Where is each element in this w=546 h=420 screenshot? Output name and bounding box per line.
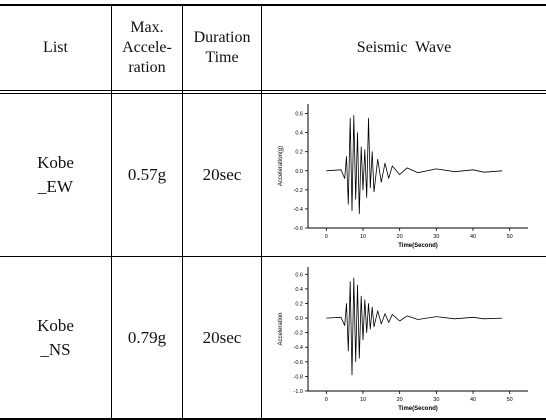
seismic-wave-plot-1: 0.6 0.4 0.2 0.0 -0.2 -0.4 -0.6 0 10 20 30 40 50 Time(… bbox=[278, 104, 528, 249]
row-1-max-accel-value: 0.57g bbox=[127, 165, 167, 184]
table-bottom-rule bbox=[0, 418, 546, 420]
row-2-max-acceleration: 0.79g bbox=[112, 257, 182, 418]
y-tick-label: 0.6 bbox=[295, 112, 303, 118]
header-seismic-wave-label: Seismic Wave bbox=[356, 39, 452, 56]
y-tick-label: -1.0 bbox=[294, 389, 303, 395]
header-duration-line-2: Time bbox=[205, 49, 239, 66]
y-tick-label: -0.2 bbox=[294, 331, 303, 337]
header-rule-1 bbox=[0, 90, 546, 91]
y-tick-label: -0.6 bbox=[294, 360, 303, 366]
y-tick-label: 0.2 bbox=[295, 150, 303, 156]
x-tick-label: 10 bbox=[360, 397, 366, 403]
x-tick-label: 40 bbox=[470, 397, 476, 403]
row-2-max-accel-value: 0.79g bbox=[127, 327, 167, 347]
header-seismic-wave: Seismic Wave bbox=[262, 6, 546, 90]
x-tick-label: 20 bbox=[397, 397, 403, 403]
y-tick-label: -0.4 bbox=[294, 207, 303, 213]
acceleration-series-line bbox=[326, 277, 503, 376]
header-max-acceleration: Max. Accele- ration bbox=[112, 6, 182, 90]
row-2-name-line-2: _NS bbox=[40, 339, 71, 359]
x-tick-label: 30 bbox=[433, 234, 439, 240]
y-tick-label: 0.4 bbox=[295, 131, 303, 137]
x-tick-label: 0 bbox=[325, 234, 328, 240]
col-divider-3 bbox=[261, 5, 262, 420]
y-tick-label: -0.2 bbox=[294, 188, 303, 194]
y-tick-label: 0.0 bbox=[295, 169, 303, 175]
row-1-duration-value: 20sec bbox=[202, 165, 242, 184]
x-tick-label: 50 bbox=[507, 234, 513, 240]
header-max-accel-line-3: ration bbox=[128, 59, 166, 76]
header-list-label: List bbox=[43, 39, 68, 56]
row-divider bbox=[0, 256, 546, 257]
x-tick-label: 10 bbox=[360, 234, 366, 240]
row-1-name-line-2: _EW bbox=[38, 177, 73, 196]
y-tick-label: -0.6 bbox=[294, 226, 303, 232]
y-tick-label: 0.2 bbox=[295, 301, 303, 307]
y-tick-label: 0.0 bbox=[295, 316, 303, 322]
row-2-duration: 20sec bbox=[183, 257, 261, 418]
row-2-seismic-wave-chart: 0.6 0.4 0.2 0.0 -0.2 -0.4 -0.6 -0.8 -1.0 0 10 20 30 4… bbox=[270, 261, 540, 416]
table-top-rule bbox=[0, 4, 546, 6]
row-1-duration: 20sec bbox=[183, 94, 261, 256]
row-2-name: Kobe _NS bbox=[0, 257, 111, 418]
header-duration-time: Duration Time bbox=[183, 6, 261, 90]
x-tick-label: 20 bbox=[397, 234, 403, 240]
y-axis-label: Acceleration(g) bbox=[278, 146, 284, 186]
header-max-accel-line-2: Accele- bbox=[122, 39, 172, 56]
header-rule-2 bbox=[0, 93, 546, 94]
y-tick-label: -0.8 bbox=[294, 374, 303, 380]
x-axis-label: Time(Second) bbox=[398, 406, 438, 412]
y-tick-label: -0.4 bbox=[294, 345, 303, 351]
header-duration-line-1: Duration bbox=[193, 29, 251, 46]
x-tick-label: 0 bbox=[325, 397, 328, 403]
row-2-duration-value: 20sec bbox=[202, 327, 242, 347]
row-1-max-acceleration: 0.57g bbox=[112, 94, 182, 256]
row-1-seismic-wave-chart: 0.6 0.4 0.2 0.0 -0.2 -0.4 -0.6 0 10 20 30 40 50 Time(… bbox=[270, 98, 540, 254]
x-axis-label: Time(Second) bbox=[398, 243, 438, 249]
row-1-name-line-1: Kobe bbox=[37, 153, 74, 172]
acceleration-series-line bbox=[326, 114, 503, 215]
header-list: List bbox=[0, 6, 111, 90]
row-2-name-line-1: Kobe bbox=[37, 315, 74, 335]
y-axis-label: Acceleration bbox=[278, 312, 284, 345]
header-max-accel-line-1: Max. bbox=[130, 19, 164, 36]
x-tick-label: 50 bbox=[507, 397, 513, 403]
seismic-wave-plot-2: 0.6 0.4 0.2 0.0 -0.2 -0.4 -0.6 -0.8 -1.0 0 10 20 30 4… bbox=[278, 267, 528, 412]
x-tick-label: 40 bbox=[470, 234, 476, 240]
row-1-name: Kobe _EW bbox=[0, 94, 111, 256]
y-tick-label: 0.4 bbox=[295, 287, 303, 293]
x-tick-label: 30 bbox=[433, 397, 439, 403]
y-tick-label: 0.6 bbox=[295, 272, 303, 278]
col-divider-2 bbox=[182, 5, 183, 420]
col-divider-1 bbox=[111, 5, 112, 420]
